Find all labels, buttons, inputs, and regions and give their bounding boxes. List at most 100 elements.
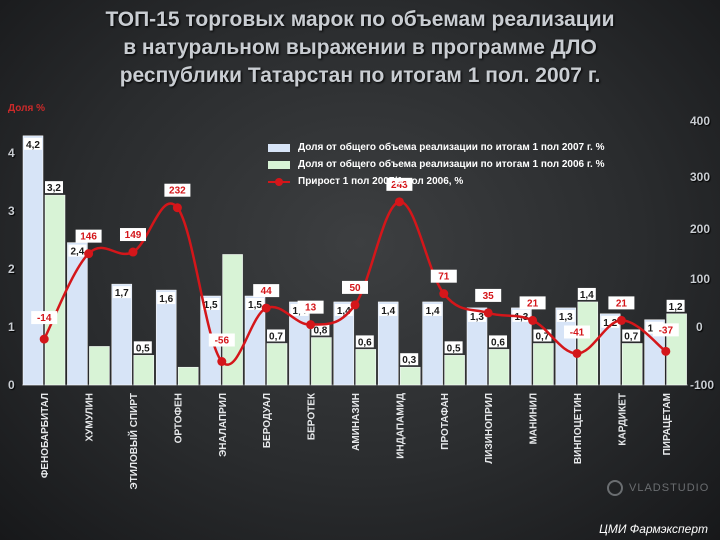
title-line-1: ТОП-15 торговых марок по объемам реализа… <box>105 8 615 31</box>
growth-label: 243 <box>391 180 408 191</box>
growth-label: 50 <box>349 283 361 294</box>
growth-label-box <box>386 177 413 191</box>
bar-2007 <box>466 307 488 386</box>
bar-2006-label-box <box>666 299 685 312</box>
bar-2007 <box>67 242 88 386</box>
growth-label: 146 <box>80 232 97 243</box>
bar-2006-label: 0,7 <box>269 331 283 342</box>
bar-2006 <box>533 343 554 386</box>
bar-2007 <box>377 301 399 386</box>
bar-2007-label: 1,6 <box>159 294 173 305</box>
growth-point <box>39 334 49 344</box>
growth-point <box>394 197 404 207</box>
bar-2006 <box>355 349 377 386</box>
category-label: ПРОТАФАН <box>440 393 451 450</box>
growth-label-box <box>519 296 546 310</box>
growth-label-box <box>31 311 58 325</box>
title-line-3: республики Татарстан по итогам 1 пол. 20… <box>119 64 601 87</box>
bar-2006-label-box <box>400 353 419 366</box>
growth-point <box>350 300 360 310</box>
bar-2006-label: 1,2 <box>669 302 683 313</box>
growth-point <box>128 247 138 257</box>
bar-2006-label: 0,7 <box>535 331 549 342</box>
growth-label-box <box>208 333 235 347</box>
bar-2007-label: 1,4 <box>426 306 440 317</box>
category-label: БЕРОТЕК <box>307 392 318 440</box>
category-label: МАНИНИЛ <box>529 393 540 444</box>
bar-2007 <box>422 301 443 386</box>
right-tick: -100 <box>690 378 715 392</box>
category-label: БЕРОДУАЛ <box>262 393 273 448</box>
bar-2006-label-box <box>577 287 596 300</box>
bar-2006-label: 0,6 <box>491 337 505 348</box>
bar-2007-label-box <box>201 298 220 310</box>
legend-label-growth: Прирост 1 пол 2007/1 пол 2006, % <box>298 176 464 187</box>
growth-point <box>84 249 94 259</box>
legend-item-growth: Прирост 1 пол 2007/1 пол 2006, % <box>268 173 668 190</box>
bar-2007-label-box <box>379 303 398 316</box>
legend-label-2006: Доля от общего объема реализации по итог… <box>298 159 605 170</box>
y-axis-label: Доля % <box>8 103 45 114</box>
bar-2007-label: 1,5 <box>248 300 262 311</box>
bar-2006-label: 0,3 <box>402 355 416 366</box>
bar-2007-label-box <box>246 298 264 310</box>
growth-point <box>661 346 671 356</box>
bar-2006-label-box <box>355 335 374 348</box>
left-tick: 4 <box>8 146 15 160</box>
category-label: ЭНАЛАПРИЛ <box>218 393 229 457</box>
growth-point <box>483 308 493 318</box>
watermark-text: VLADSTUDIO <box>629 482 710 494</box>
growth-label-box <box>342 280 368 294</box>
bar-2007-label: 1,4 <box>381 306 395 317</box>
growth-label-box <box>297 300 324 314</box>
right-tick: 300 <box>690 170 711 184</box>
category-label: ПИРАЦЕТАМ <box>662 393 673 455</box>
category-label: АМИНАЗИН <box>351 393 362 451</box>
left-tick: 0 <box>8 378 15 392</box>
growth-point <box>572 348 582 358</box>
growth-label-box <box>564 325 590 339</box>
bar-2006-label-box <box>45 181 63 194</box>
growth-label-box <box>608 296 635 310</box>
category-label: ФЕНОБАРБИТАЛ <box>40 393 51 478</box>
bar-2006-label-box <box>267 329 285 342</box>
growth-label: 21 <box>527 298 539 309</box>
growth-label: 21 <box>616 298 628 309</box>
right-tick: 0 <box>696 320 703 334</box>
growth-point <box>261 303 271 313</box>
bar-2007-label: 4,2 <box>26 140 40 151</box>
growth-label: 71 <box>438 272 450 283</box>
bar-2006 <box>488 349 510 386</box>
bar-2006 <box>311 337 332 386</box>
bar-2006-label-box <box>489 335 507 348</box>
growth-point <box>217 357 227 367</box>
category-label: ОРТОФЕН <box>173 393 184 443</box>
bar-2007 <box>22 135 44 386</box>
bar-2006-label-box <box>311 323 330 336</box>
growth-label: 44 <box>261 286 273 297</box>
growth-label: 149 <box>125 230 142 241</box>
bar-2006 <box>621 343 643 386</box>
title-line-2: в натуральном выражении в программе ДЛО <box>123 36 597 59</box>
legend-swatch-2006 <box>268 160 290 169</box>
bar-2007-label: 1,5 <box>204 300 218 311</box>
bar-2006-label: 0,5 <box>136 343 150 354</box>
left-tick: 1 <box>8 320 15 334</box>
bar-2006 <box>399 366 421 386</box>
watermark-ring-icon <box>607 480 623 496</box>
category-label: ЭТИЛОВЫЙ СПИРТ <box>127 393 140 489</box>
growth-point <box>306 320 316 330</box>
growth-label: -56 <box>215 336 230 347</box>
growth-point <box>439 289 449 299</box>
footer-credit: ЦМИ Фармэксперт <box>599 522 708 536</box>
growth-label: 13 <box>305 303 317 314</box>
growth-label-box <box>164 183 191 197</box>
bar-2007-label-box <box>556 309 575 322</box>
legend-swatch-growth <box>268 177 290 186</box>
growth-label-box <box>430 269 457 283</box>
bar-2006-label-box <box>622 329 641 342</box>
bar-2006 <box>177 366 199 386</box>
category-label: ВИНПОЦЕТИН <box>573 393 584 464</box>
bar-2007-label: 1,3 <box>470 312 484 323</box>
